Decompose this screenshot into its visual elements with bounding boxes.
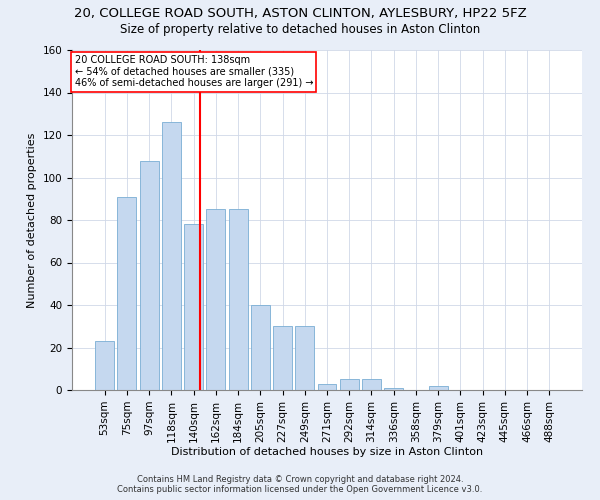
Bar xyxy=(229,210,248,390)
Bar xyxy=(362,380,381,390)
Bar xyxy=(295,326,314,390)
Bar xyxy=(273,326,292,390)
Bar xyxy=(384,388,403,390)
Bar xyxy=(340,380,359,390)
Bar xyxy=(206,210,225,390)
Y-axis label: Number of detached properties: Number of detached properties xyxy=(27,132,37,308)
Text: Size of property relative to detached houses in Aston Clinton: Size of property relative to detached ho… xyxy=(120,22,480,36)
Bar xyxy=(162,122,181,390)
Bar xyxy=(118,196,136,390)
Bar xyxy=(251,305,270,390)
Bar xyxy=(140,160,158,390)
Bar xyxy=(95,341,114,390)
Text: Contains public sector information licensed under the Open Government Licence v3: Contains public sector information licen… xyxy=(118,485,482,494)
X-axis label: Distribution of detached houses by size in Aston Clinton: Distribution of detached houses by size … xyxy=(171,448,483,458)
Bar xyxy=(184,224,203,390)
Bar xyxy=(429,386,448,390)
Text: 20 COLLEGE ROAD SOUTH: 138sqm
← 54% of detached houses are smaller (335)
46% of : 20 COLLEGE ROAD SOUTH: 138sqm ← 54% of d… xyxy=(74,55,313,88)
Text: Contains HM Land Registry data © Crown copyright and database right 2024.: Contains HM Land Registry data © Crown c… xyxy=(137,475,463,484)
Bar xyxy=(317,384,337,390)
Text: 20, COLLEGE ROAD SOUTH, ASTON CLINTON, AYLESBURY, HP22 5FZ: 20, COLLEGE ROAD SOUTH, ASTON CLINTON, A… xyxy=(74,8,526,20)
